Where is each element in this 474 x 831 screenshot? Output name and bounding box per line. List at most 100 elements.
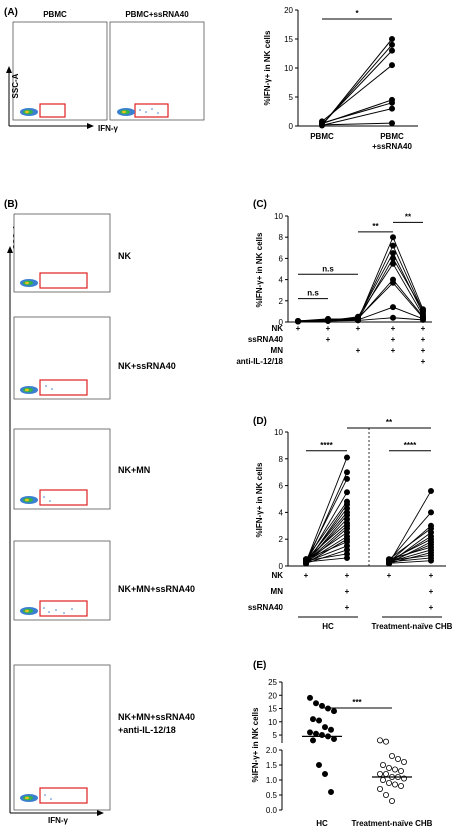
chart-e-hc-point xyxy=(315,717,322,724)
chart-e-x-label: HC xyxy=(316,819,328,828)
chart-d-sig-label: **** xyxy=(320,441,333,450)
flow-a-events-1 xyxy=(20,108,38,116)
chart-d-hc-point xyxy=(343,554,350,561)
chart-d-row-mark: + xyxy=(345,571,350,580)
chart-e-chb-point xyxy=(376,737,383,744)
chart-d-chb-line xyxy=(388,560,432,564)
flow-a-gate-1 xyxy=(39,103,66,118)
chart-a-y-tick-label: 5 xyxy=(289,93,294,102)
chart-d-chb-point xyxy=(427,557,434,564)
chart-c-point xyxy=(389,279,396,286)
chart-c-row-mark: + xyxy=(296,324,301,333)
chart-a-point xyxy=(388,62,395,69)
chart-d-hc-line xyxy=(305,457,348,563)
flow-b-plot-5: NK+MN+ssRNA40 +anti-IL-12/18 xyxy=(13,664,195,811)
flow-b-label-1: NK xyxy=(118,251,131,261)
chart-d-hc-line xyxy=(305,541,348,560)
chart-e-hc-point xyxy=(309,737,316,744)
chart-e-hc-point xyxy=(306,694,313,701)
chart-e-hc-point xyxy=(312,730,319,737)
chart-c-point xyxy=(389,260,396,267)
chart-a-point xyxy=(388,41,395,48)
chart-d-y-tick-label: 6 xyxy=(279,482,284,491)
chart-e-sig-label: *** xyxy=(352,698,362,707)
chart-c-ylabel: %IFN-γ+ in NK cells xyxy=(255,232,264,307)
chart-c-point xyxy=(389,250,396,257)
chart-e: 5 10 15 20 25 0.0 0.5 1.0 1.5 2.0 %IFN-γ+ in NK ce… xyxy=(251,678,433,828)
chart-d-row-label: MN xyxy=(271,587,284,596)
chart-e-chb-point xyxy=(391,781,398,788)
chart-e-chb-point xyxy=(397,783,404,790)
flow-a-ylabel: SSC-A xyxy=(11,73,20,98)
chart-e-chb-point xyxy=(382,792,389,799)
flow-a-gate-2 xyxy=(134,103,169,118)
flow-b-plot-2: NK+ssRNA40 xyxy=(13,316,176,400)
panel-label-c: (C) xyxy=(253,199,267,210)
chart-d-group-label: HC xyxy=(322,622,334,631)
chart-d-y-tick-label: 0 xyxy=(279,562,284,571)
chart-d-hc-point xyxy=(302,558,309,565)
chart-e-chb-point xyxy=(376,771,383,778)
chart-e-x-label: Treatment-naïve CHB xyxy=(352,819,433,828)
chart-e-chb-point xyxy=(391,766,398,773)
chart-a-point xyxy=(388,120,395,127)
chart-d-row-mark: + xyxy=(429,603,434,612)
chart-e-hc-point xyxy=(327,726,334,733)
chart-e-hc-point xyxy=(321,771,328,778)
panel-label-e: (E) xyxy=(253,660,266,671)
chart-e-y-tick-label: 10 xyxy=(268,718,277,727)
chart-d-hc-line xyxy=(305,478,348,561)
flow-b-plot-3: NK+MN xyxy=(13,428,150,510)
chart-d-hc-line xyxy=(305,472,348,564)
chart-c-point xyxy=(419,316,426,323)
chart-d-hc-line xyxy=(305,522,348,560)
chart-a-y-tick-label: 15 xyxy=(284,35,293,44)
chart-a-pair-line xyxy=(321,64,393,122)
chart-e-hc-point xyxy=(330,708,337,715)
chart-e-hc-point xyxy=(306,729,313,736)
chart-c-sig-label: ** xyxy=(405,212,412,221)
chart-d-row-mark: + xyxy=(429,587,434,596)
chart-e-chb-point xyxy=(376,786,383,793)
chart-d-y-tick-label: 10 xyxy=(274,428,283,437)
chart-c-row-mark: + xyxy=(356,324,361,333)
chart-e-chb-point xyxy=(400,759,407,766)
chart-a-x-label: +ssRNA40 xyxy=(372,142,412,151)
chart-d-y-tick-label: 8 xyxy=(279,455,284,464)
chart-e-chb-point xyxy=(379,762,386,769)
chart-a-y-tick-label: 0 xyxy=(289,122,294,131)
chart-d-chb-point xyxy=(385,560,392,567)
chart-d-row-mark: + xyxy=(429,571,434,580)
chart-c-point xyxy=(419,307,426,314)
chart-e-hc-point xyxy=(309,716,316,723)
chart-e-y-tick-label: 0.5 xyxy=(266,791,278,800)
chart-c-row-mark: + xyxy=(391,346,396,355)
chart-d-chb-line xyxy=(388,546,432,560)
chart-e-hc-point xyxy=(327,789,334,796)
chart-d-row-label: ssRNA40 xyxy=(248,603,284,612)
panel-label-b: (B) xyxy=(4,199,18,210)
chart-d-y-tick-label: 2 xyxy=(279,535,284,544)
chart-a-ylabel: %IFN-γ+ in NK cells xyxy=(263,30,272,105)
flow-a: PBMC PBMC+ssRNA40 SSC-A IFN-γ xyxy=(6,10,205,133)
chart-e-hc-point xyxy=(315,762,322,769)
chart-d-chb-point xyxy=(427,509,434,516)
chart-c-row-label: NK xyxy=(271,324,283,333)
flow-a-events-2 xyxy=(117,108,159,116)
chart-e-chb-point xyxy=(388,798,395,805)
flow-b-label-6: +anti-IL-12/18 xyxy=(118,725,176,735)
chart-e-chb-point xyxy=(394,756,401,763)
chart-a-pair-line xyxy=(321,122,393,126)
chart-c-row-label: ssRNA40 xyxy=(248,335,284,344)
chart-e-hc-point xyxy=(330,736,337,743)
flow-b-xlabel: IFN-γ xyxy=(48,816,69,825)
chart-c-row-mark: + xyxy=(421,357,426,366)
chart-e-y-tick-label: 1.5 xyxy=(266,761,278,770)
chart-c-point xyxy=(324,317,331,324)
chart-d-ylabel: %IFN-γ+ in NK cells xyxy=(255,462,264,537)
chart-c-y-tick-label: 4 xyxy=(279,276,284,285)
flow-a-y-arrowhead xyxy=(6,66,12,73)
chart-c-row-mark: + xyxy=(391,324,396,333)
